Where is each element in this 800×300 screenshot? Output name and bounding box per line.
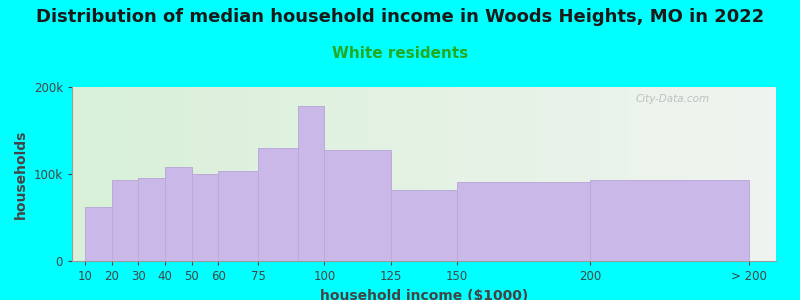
- Bar: [191, 174, 218, 261]
- Text: City-Data.com: City-Data.com: [635, 94, 710, 104]
- Text: White residents: White residents: [332, 46, 468, 62]
- Text: Distribution of median household income in Woods Heights, MO in 2022: Distribution of median household income …: [36, 8, 764, 26]
- Bar: [86, 207, 112, 261]
- Bar: [458, 182, 590, 261]
- X-axis label: household income ($1000): household income ($1000): [320, 289, 528, 300]
- Bar: [112, 180, 138, 261]
- Bar: [165, 167, 191, 261]
- Bar: [138, 178, 165, 261]
- Bar: [390, 190, 458, 261]
- Bar: [258, 148, 298, 261]
- Bar: [324, 150, 390, 261]
- Bar: [298, 106, 324, 261]
- Y-axis label: households: households: [14, 129, 28, 219]
- Bar: [218, 171, 258, 261]
- Bar: [590, 180, 750, 261]
